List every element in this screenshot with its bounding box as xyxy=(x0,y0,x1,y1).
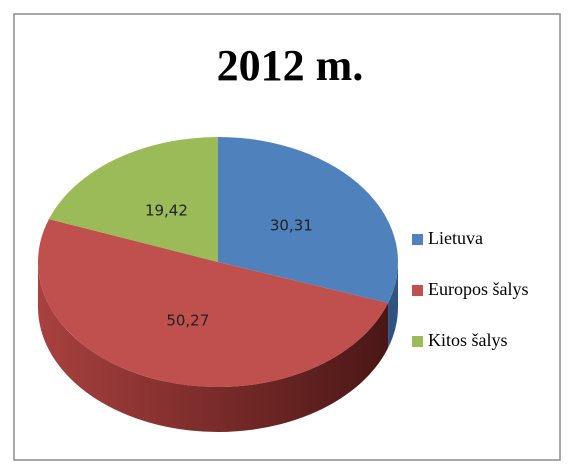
slice-side xyxy=(38,262,389,433)
pie-slice xyxy=(218,137,398,303)
slice-side xyxy=(388,262,398,348)
legend-label: Lietuva xyxy=(428,228,483,248)
legend-swatch xyxy=(412,336,423,347)
value-label: 19,42 xyxy=(145,201,188,219)
value-label: 30,31 xyxy=(270,216,313,234)
legend-label: Kitos šalys xyxy=(428,330,508,350)
pie-slice xyxy=(37,219,389,388)
value-label: 50,27 xyxy=(166,311,209,329)
pie-slice xyxy=(48,137,219,262)
legend-swatch xyxy=(412,234,423,245)
legend-swatch xyxy=(412,285,423,296)
legend-label: Europos šalys xyxy=(428,279,529,299)
chart-title: 2012 m. xyxy=(217,41,364,90)
